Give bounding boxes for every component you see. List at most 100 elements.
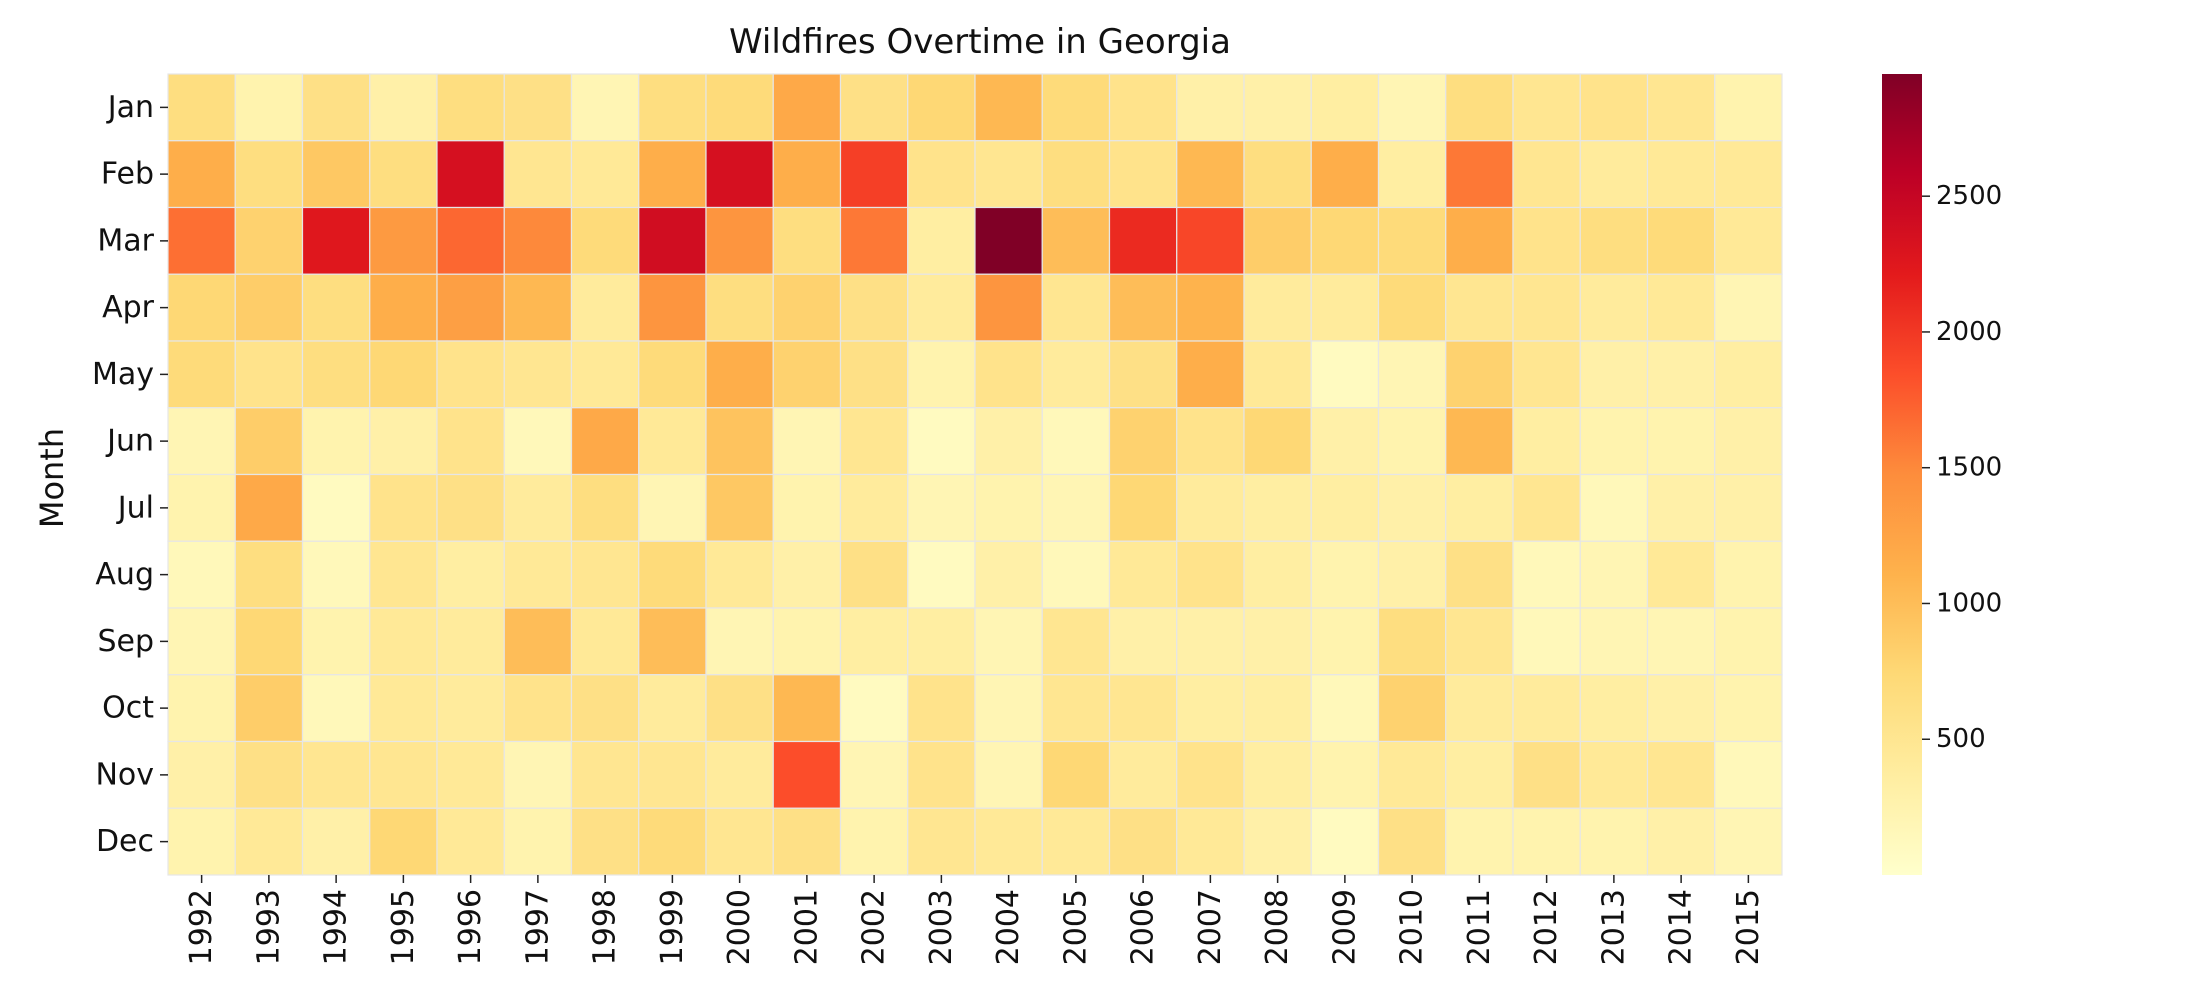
heatmap-cell bbox=[1714, 807, 1783, 876]
heatmap-cell bbox=[234, 140, 304, 209]
heatmap-cells bbox=[167, 73, 1783, 876]
heatmap-cell bbox=[1243, 273, 1312, 342]
heatmap-cell bbox=[1243, 407, 1312, 476]
x-tick-label: 2006 bbox=[1126, 889, 1161, 965]
heatmap-cell bbox=[1310, 540, 1380, 609]
heatmap-cell bbox=[638, 340, 707, 409]
heatmap-cell bbox=[1041, 407, 1111, 476]
x-tick-label: 2002 bbox=[857, 889, 892, 965]
y-tick-label: Oct bbox=[102, 691, 154, 726]
x-tick-label: 1992 bbox=[184, 889, 219, 965]
heatmap-cell bbox=[436, 73, 505, 142]
colorbar-gradient bbox=[1882, 74, 1922, 875]
heatmap-cell bbox=[301, 140, 371, 209]
heatmap-cell bbox=[369, 607, 438, 676]
heatmap-cell bbox=[1377, 540, 1447, 609]
heatmap-cell bbox=[705, 73, 774, 142]
heatmap-cell bbox=[907, 407, 976, 476]
x-tick-label: 2015 bbox=[1731, 889, 1766, 965]
heatmap-cell bbox=[167, 473, 236, 542]
heatmap-cell bbox=[570, 540, 640, 609]
heatmap-cell bbox=[1377, 607, 1447, 676]
y-axis-ticks: Jan Feb Mar Apr May Jun Jul Aug Sep Oct Nov Dec bbox=[92, 90, 168, 859]
heatmap-cell bbox=[638, 674, 707, 743]
heatmap-cell bbox=[1243, 607, 1312, 676]
heatmap-cell bbox=[1243, 340, 1312, 409]
heatmap-cell bbox=[1243, 740, 1312, 809]
y-tick-label: Feb bbox=[101, 157, 154, 192]
heatmap-cell bbox=[974, 73, 1043, 142]
heatmap-cell bbox=[1714, 407, 1783, 476]
heatmap-cell bbox=[705, 273, 774, 342]
heatmap-cell bbox=[1041, 340, 1111, 409]
heatmap-cell bbox=[1108, 407, 1178, 476]
heatmap-cell bbox=[907, 73, 976, 142]
heatmap-cell bbox=[1512, 73, 1581, 142]
heatmap-cell bbox=[301, 607, 371, 676]
heatmap-cell bbox=[503, 674, 573, 743]
heatmap-cell bbox=[1512, 140, 1581, 209]
y-tick-label: Sep bbox=[97, 624, 154, 659]
heatmap-cell bbox=[1512, 407, 1581, 476]
heatmap-cell bbox=[974, 674, 1043, 743]
heatmap-cell bbox=[839, 807, 909, 876]
x-tick-label: 1998 bbox=[588, 889, 623, 965]
heatmap-cell bbox=[1041, 473, 1111, 542]
heatmap-cell bbox=[705, 740, 774, 809]
heatmap-cell bbox=[638, 140, 707, 209]
colorbar-tick-label: 1500 bbox=[1936, 453, 2002, 483]
heatmap-cell bbox=[839, 607, 909, 676]
heatmap-cell bbox=[570, 740, 640, 809]
heatmap-cell bbox=[234, 340, 304, 409]
heatmap-cell bbox=[1714, 674, 1783, 743]
heatmap-cell bbox=[907, 340, 976, 409]
heatmap-cell bbox=[369, 206, 438, 275]
heatmap-cell bbox=[638, 273, 707, 342]
heatmap-cell bbox=[1108, 473, 1178, 542]
y-tick-label: Nov bbox=[95, 757, 154, 792]
heatmap-cell bbox=[301, 273, 371, 342]
heatmap-cell bbox=[1243, 540, 1312, 609]
heatmap-cell bbox=[705, 140, 774, 209]
heatmap-cell bbox=[1445, 340, 1514, 409]
heatmap-cell bbox=[705, 340, 774, 409]
heatmap-cell bbox=[1108, 206, 1178, 275]
heatmap-cell bbox=[1041, 273, 1111, 342]
heatmap-cell bbox=[1377, 206, 1447, 275]
heatmap-cell bbox=[1646, 540, 1716, 609]
heatmap-cell bbox=[638, 206, 707, 275]
y-tick-label: Apr bbox=[102, 290, 155, 325]
heatmap-cell bbox=[705, 473, 774, 542]
heatmap-cell bbox=[839, 407, 909, 476]
heatmap-cell bbox=[301, 674, 371, 743]
heatmap-cell bbox=[839, 674, 909, 743]
heatmap-cell bbox=[436, 340, 505, 409]
heatmap-cell bbox=[234, 740, 304, 809]
heatmap-cell bbox=[1310, 674, 1380, 743]
heatmap-cell bbox=[1646, 740, 1716, 809]
heatmap-cell bbox=[907, 607, 976, 676]
heatmap-cell bbox=[638, 473, 707, 542]
heatmap-cell bbox=[1512, 540, 1581, 609]
heatmap-cell bbox=[570, 607, 640, 676]
heatmap-cell bbox=[1714, 273, 1783, 342]
heatmap-cell bbox=[772, 273, 842, 342]
heatmap-cell bbox=[1714, 206, 1783, 275]
heatmap-cell bbox=[369, 740, 438, 809]
heatmap-cell bbox=[1377, 140, 1447, 209]
heatmap-cell bbox=[234, 540, 304, 609]
heatmap-cell bbox=[1041, 206, 1111, 275]
heatmap-cell bbox=[167, 140, 236, 209]
heatmap-cell bbox=[1646, 807, 1716, 876]
heatmap-cell bbox=[436, 607, 505, 676]
heatmap-cell bbox=[839, 206, 909, 275]
x-tick-label: 1996 bbox=[453, 889, 488, 965]
heatmap-cell bbox=[1646, 140, 1716, 209]
chart-title: Wildfires Overtime in Georgia bbox=[729, 22, 1231, 62]
heatmap-cell bbox=[503, 740, 573, 809]
heatmap-cell bbox=[301, 740, 371, 809]
heatmap-cell bbox=[167, 674, 236, 743]
heatmap-cell bbox=[1243, 473, 1312, 542]
heatmap-cell bbox=[1714, 607, 1783, 676]
heatmap-cell bbox=[839, 273, 909, 342]
